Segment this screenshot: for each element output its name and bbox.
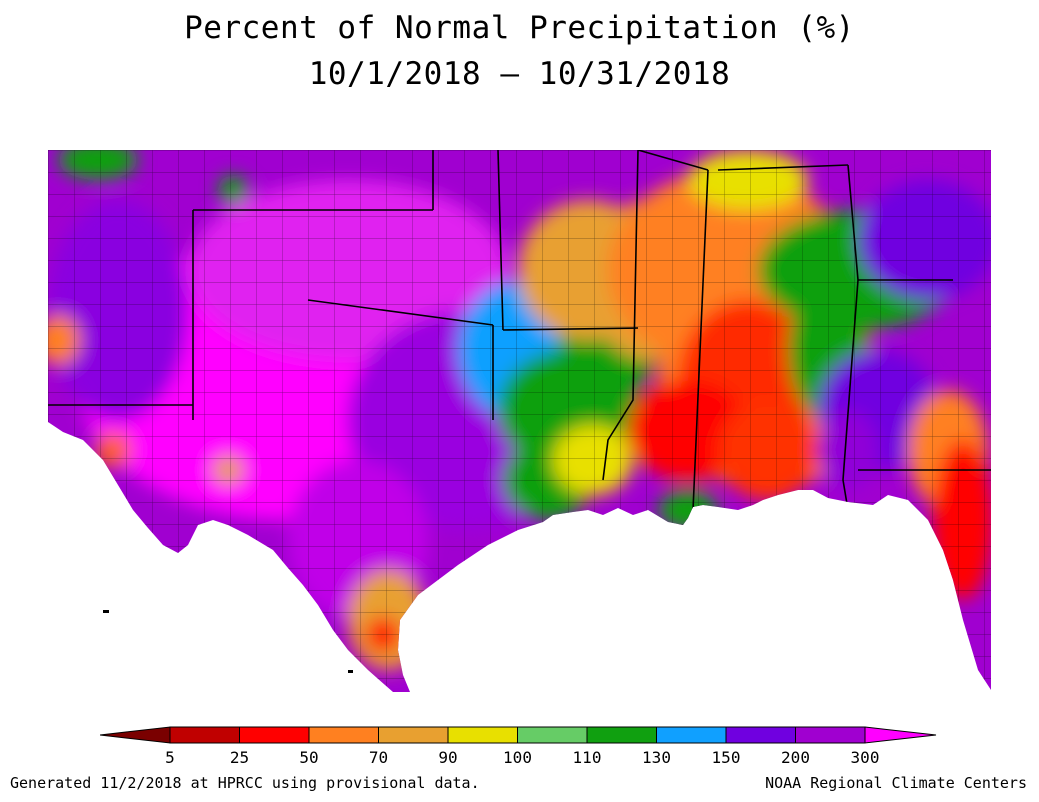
legend-swatch xyxy=(795,726,866,744)
legend-label: 130 xyxy=(642,748,671,767)
legend-labels: 5 25 50 70 90 100 110 130 150 200 300 xyxy=(165,748,879,767)
small-islands xyxy=(103,610,353,673)
legend-swatch xyxy=(447,726,518,744)
legend-arrow-high xyxy=(864,726,937,744)
legend-label: 200 xyxy=(781,748,810,767)
legend-arrow-low xyxy=(100,726,171,744)
legend-label: 110 xyxy=(573,748,602,767)
legend-swatch xyxy=(656,726,727,744)
legend-label: 5 xyxy=(165,748,175,767)
state-boundaries xyxy=(48,150,991,511)
color-legend: 5 25 50 70 90 100 110 130 150 200 300 xyxy=(100,726,937,767)
legend-label: 100 xyxy=(503,748,532,767)
legend-swatch xyxy=(378,726,449,744)
generated-note: Generated 11/2/2018 at HPRCC using provi… xyxy=(10,774,480,792)
legend-label: 50 xyxy=(299,748,318,767)
legend-swatch xyxy=(517,726,588,744)
legend-label: 70 xyxy=(369,748,388,767)
map-land xyxy=(48,150,991,692)
legend-label: 25 xyxy=(230,748,249,767)
legend-swatch xyxy=(725,726,796,744)
organization-credit: NOAA Regional Climate Centers xyxy=(765,774,1027,792)
map-date-range: 10/1/2018 – 10/31/2018 xyxy=(308,56,731,92)
legend-swatch xyxy=(169,726,240,744)
legend-label: 90 xyxy=(438,748,457,767)
precipitation-map xyxy=(48,150,991,692)
legend-swatch xyxy=(239,726,310,744)
legend-label: 150 xyxy=(712,748,741,767)
legend-swatch xyxy=(308,726,379,744)
map-title: Percent of Normal Precipitation (%) xyxy=(184,10,855,46)
legend-swatch xyxy=(586,726,657,744)
legend-bar xyxy=(100,726,937,744)
legend-label: 300 xyxy=(851,748,880,767)
